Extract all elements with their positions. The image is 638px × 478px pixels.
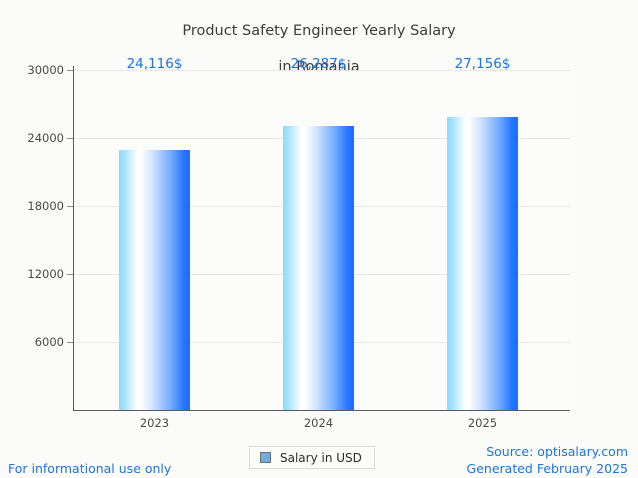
footer-generated: Generated February 2025 bbox=[466, 460, 628, 476]
ytick-mark-24000 bbox=[67, 138, 74, 139]
legend-swatch-icon bbox=[260, 452, 271, 463]
bar-2024[interactable] bbox=[283, 126, 354, 410]
bar-2025[interactable] bbox=[447, 117, 518, 410]
footer-disclaimer: For informational use only bbox=[8, 461, 172, 476]
ytick-mark-6000 bbox=[67, 342, 74, 343]
legend-label-salary: Salary in USD bbox=[280, 450, 362, 465]
ytick-mark-18000 bbox=[67, 206, 74, 207]
xtick-label-2025: 2025 bbox=[467, 416, 498, 430]
bar-value-label-2024: 26,287$ bbox=[290, 56, 347, 72]
ytick-label-24000: 24000 bbox=[27, 131, 64, 145]
footer-source: Source: optisalary.com bbox=[486, 444, 628, 459]
xtick-label-2023: 2023 bbox=[139, 416, 170, 430]
chart-legend[interactable]: Salary in USD bbox=[249, 446, 375, 469]
ytick-label-6000: 6000 bbox=[34, 335, 64, 349]
footer-source-block: Source: optisalary.com Generated Februar… bbox=[467, 444, 628, 477]
ytick-mark-12000 bbox=[67, 274, 74, 275]
bar-value-label-2025: 27,156$ bbox=[454, 56, 511, 72]
chart-title-line-1: Product Safety Engineer Yearly Salary bbox=[182, 23, 456, 39]
ytick-label-18000: 18000 bbox=[27, 199, 64, 213]
gridline-30000 bbox=[74, 70, 570, 71]
ytick-label-30000: 30000 bbox=[27, 63, 64, 77]
ytick-label-12000: 12000 bbox=[27, 267, 64, 281]
bar-2023[interactable] bbox=[119, 150, 190, 410]
y-axis-spine bbox=[73, 66, 75, 411]
bar-value-label-2023: 24,116$ bbox=[126, 56, 183, 72]
x-axis-spine bbox=[73, 410, 570, 412]
xtick-label-2024: 2024 bbox=[303, 416, 334, 430]
ytick-mark-30000 bbox=[67, 70, 74, 71]
